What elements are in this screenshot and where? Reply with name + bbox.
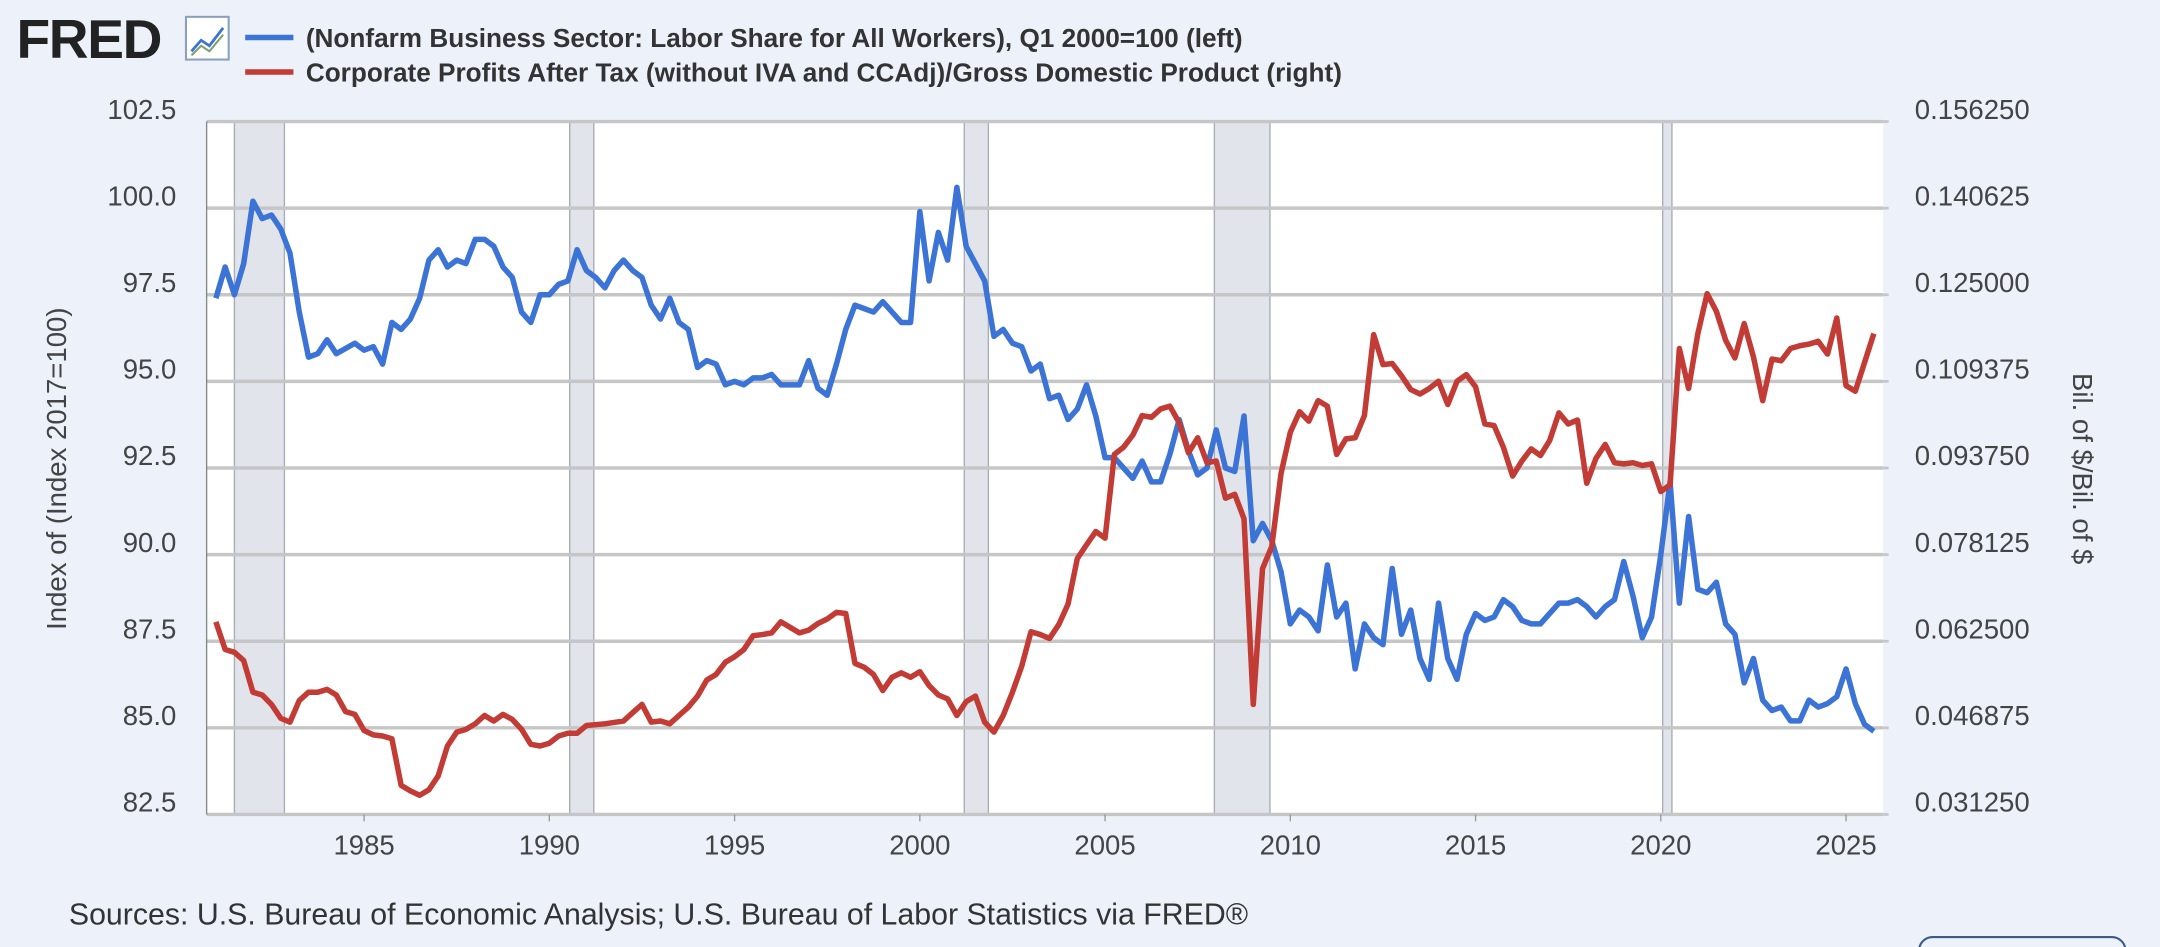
x-tick-label: 2005 bbox=[1074, 829, 1135, 860]
x-tick-label: 2025 bbox=[1815, 829, 1876, 860]
source: Sources: U.S. Bureau of Economic Analysi… bbox=[69, 899, 1248, 932]
y2-tick-label: 0.156250 bbox=[1915, 94, 2030, 125]
y-tick-label: 97.5 bbox=[123, 267, 177, 298]
x-tick-label: 2010 bbox=[1260, 829, 1321, 860]
y-tick-label: 95.0 bbox=[123, 354, 177, 385]
x-tick-label: 1990 bbox=[519, 829, 580, 860]
x-tick-label: 2015 bbox=[1445, 829, 1506, 860]
y2-tick-label: 0.046875 bbox=[1915, 700, 2030, 731]
y-axis-label: Index of (Index 2017=100) bbox=[41, 307, 72, 629]
y2-tick-label: 0.109375 bbox=[1915, 354, 2030, 385]
y-tick-label: 100.0 bbox=[107, 180, 176, 211]
y-tick-label: 90.0 bbox=[123, 527, 177, 558]
y2-tick-label: 0.140625 bbox=[1915, 180, 2030, 211]
y2-tick-label: 0.062500 bbox=[1915, 613, 2030, 644]
logo: FRED bbox=[17, 8, 161, 70]
y2-axis-label: Bil. of $/Bil. of $ bbox=[2067, 373, 2098, 564]
x-tick-label: 2000 bbox=[889, 829, 950, 860]
x-tick-label: 1985 bbox=[333, 829, 394, 860]
x-tick-label: 1995 bbox=[704, 829, 765, 860]
y-tick-label: 87.5 bbox=[123, 613, 177, 644]
y-tick-label: 92.5 bbox=[123, 440, 177, 471]
y-tick-label: 82.5 bbox=[123, 787, 177, 818]
legend-label: (Nonfarm Business Sector: Labor Share fo… bbox=[306, 23, 1243, 53]
series-line bbox=[213, 184, 1876, 734]
legend-label: Corporate Profits After Tax (without IVA… bbox=[306, 58, 1342, 88]
y2-tick-label: 0.125000 bbox=[1915, 267, 2030, 298]
series-line bbox=[213, 290, 1877, 799]
y-tick-label: 102.5 bbox=[107, 94, 176, 125]
button[interactable] bbox=[1918, 936, 2127, 947]
x-tick-label: 2020 bbox=[1630, 829, 1691, 860]
logo-icon bbox=[184, 15, 230, 61]
y-tick-label: 85.0 bbox=[123, 700, 177, 731]
y2-tick-label: 0.093750 bbox=[1915, 440, 2030, 471]
y2-tick-label: 0.031250 bbox=[1915, 787, 2030, 818]
y2-tick-label: 0.078125 bbox=[1915, 527, 2030, 558]
